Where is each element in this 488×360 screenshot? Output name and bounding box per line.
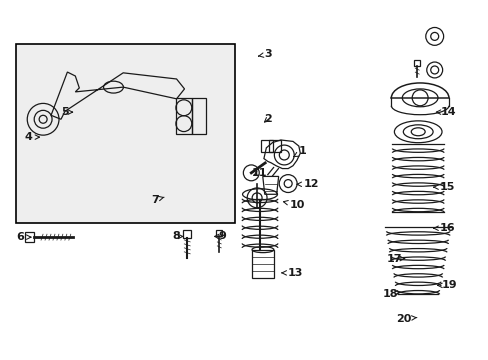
Bar <box>183 230 191 238</box>
Text: 3: 3 <box>258 49 271 59</box>
Text: 10: 10 <box>283 200 305 210</box>
Text: 1: 1 <box>293 147 306 157</box>
Text: 11: 11 <box>251 168 266 178</box>
Text: 6: 6 <box>17 232 31 242</box>
Text: 18: 18 <box>382 289 400 298</box>
Bar <box>413 60 419 66</box>
Bar <box>216 230 222 236</box>
Text: 14: 14 <box>435 107 455 117</box>
Text: 20: 20 <box>395 314 416 324</box>
Text: 7: 7 <box>151 195 164 204</box>
Bar <box>25 232 34 242</box>
Text: 5: 5 <box>61 107 72 117</box>
Text: 9: 9 <box>214 231 226 242</box>
Text: 4: 4 <box>24 132 40 142</box>
Bar <box>191 98 205 134</box>
Text: 16: 16 <box>433 223 454 233</box>
Text: 17: 17 <box>386 253 404 264</box>
Bar <box>17 44 234 223</box>
Text: 15: 15 <box>433 182 454 192</box>
Text: 19: 19 <box>437 280 456 291</box>
Bar <box>176 98 191 134</box>
Text: 2: 2 <box>264 114 271 124</box>
Text: 8: 8 <box>172 231 183 242</box>
Bar <box>251 249 273 278</box>
Bar <box>268 140 280 152</box>
Text: 13: 13 <box>281 268 303 278</box>
Bar <box>261 140 273 152</box>
Text: 12: 12 <box>297 179 319 189</box>
